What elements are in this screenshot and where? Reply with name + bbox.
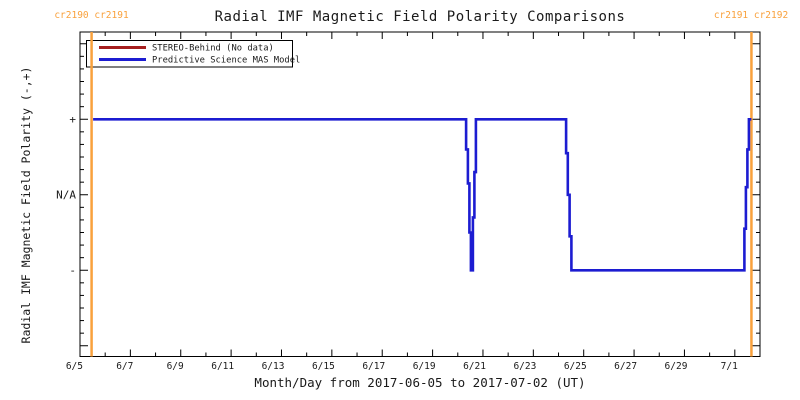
x-tick-label: 6/9 [167, 361, 184, 372]
x-tick-label: 6/23 [513, 361, 536, 372]
chart-title: Radial IMF Magnetic Field Polarity Compa… [215, 9, 626, 25]
y-axis-title: Radial IMF Magnetic Field Polarity (-,+) [19, 67, 33, 344]
data-series [93, 118, 752, 272]
x-tick-label: 6/19 [413, 361, 436, 372]
x-axis-title: Month/Day from 2017-06-05 to 2017-07-02 … [254, 375, 585, 390]
legend: STEREO-Behind (No data) Predictive Scien… [86, 40, 300, 68]
legend-box [86, 40, 293, 68]
x-tick-label: 6/11 [211, 361, 234, 372]
x-tick-label: 6/5 [66, 361, 83, 372]
x-tick-label: 6/29 [665, 361, 688, 372]
legend-stereo-label: STEREO-Behind (No data) [152, 44, 274, 54]
x-tick-label: 6/7 [116, 361, 133, 372]
plot-frame [79, 31, 761, 357]
right-carrington-label: cr2191 cr2192 [714, 10, 788, 21]
x-tick-label: 7/1 [721, 361, 738, 372]
ytick-plus-label: + [69, 113, 76, 126]
legend-mas-label: Predictive Science MAS Model [152, 56, 300, 66]
ytick-na-label: N/A [56, 189, 76, 202]
ytick-minus-label: - [69, 264, 76, 277]
series-line-predictive-science-mas-model [93, 118, 752, 272]
x-tick-label: 6/15 [312, 361, 335, 372]
x-tick-label: 6/17 [362, 361, 385, 372]
x-tick-labels: 6/5 6/7 6/9 6/11 6/13 6/15 6/17 6/19 6/21 6/23 6/2… [66, 361, 738, 372]
x-tick-label: 6/25 [564, 361, 587, 372]
carrington-boundary-lines [90, 32, 753, 357]
left-carrington-label: cr2190 cr2191 [54, 10, 129, 21]
x-tick-label: 6/27 [614, 361, 637, 372]
axis-ticks [79, 32, 761, 357]
x-tick-label: 6/21 [463, 361, 486, 372]
x-tick-label: 6/13 [262, 361, 285, 372]
